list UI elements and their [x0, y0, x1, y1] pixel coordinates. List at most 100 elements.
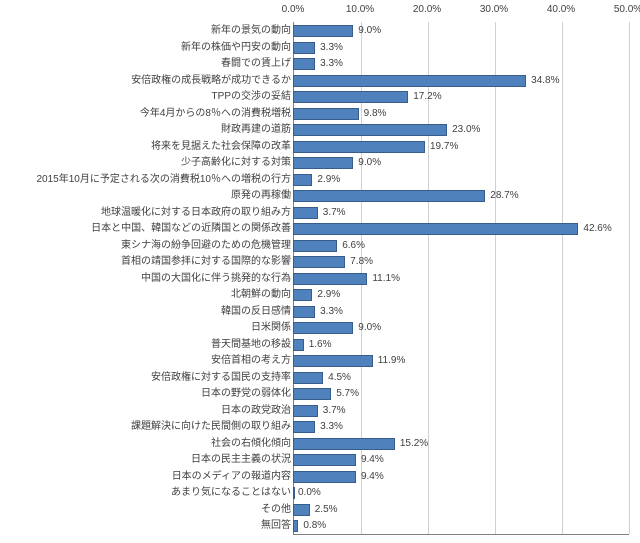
category-label: 日米関係 — [251, 320, 291, 337]
bar — [293, 355, 373, 367]
bar — [293, 322, 353, 334]
value-label: 2.9% — [314, 172, 340, 189]
category-label: 春闘での賃上げ — [221, 56, 291, 73]
bar — [293, 504, 310, 516]
category-label: 普天間基地の移設 — [211, 337, 291, 354]
category-label: 中国の大国化に伴う挑発的な行為 — [141, 271, 291, 288]
value-label: 3.3% — [317, 40, 343, 57]
x-axis-label: 10.0% — [346, 4, 374, 15]
category-label: 課題解決に向けた民間側の取り組み — [131, 419, 291, 436]
value-label: 2.5% — [312, 502, 338, 519]
value-label: 1.6% — [306, 337, 332, 354]
value-label: 0.8% — [300, 518, 326, 535]
bar — [293, 372, 323, 384]
bar — [293, 91, 408, 103]
category-label: 安倍政権の成長戦略が成功できるか — [131, 73, 291, 90]
category-label: 安倍首相の考え方 — [211, 353, 291, 370]
value-label: 2.9% — [314, 287, 340, 304]
x-axis-label: 0.0% — [282, 4, 305, 15]
bar — [293, 75, 526, 87]
category-label: その他 — [261, 502, 291, 519]
bar — [293, 388, 331, 400]
bar — [293, 124, 447, 136]
bar — [293, 306, 315, 318]
bar — [293, 454, 356, 466]
value-label: 17.2% — [410, 89, 441, 106]
bar — [293, 190, 485, 202]
category-label: 日本の野党の弱体化 — [201, 386, 291, 403]
bar — [293, 405, 318, 417]
bar — [293, 108, 359, 120]
value-label: 7.8% — [347, 254, 373, 271]
value-label: 9.4% — [358, 452, 384, 469]
value-label: 42.6% — [580, 221, 611, 238]
category-label: 日本の民主主義の状況 — [191, 452, 291, 469]
value-label: 9.0% — [355, 320, 381, 337]
category-label: 原発の再稼働 — [231, 188, 291, 205]
category-label: 少子高齢化に対する対策 — [181, 155, 291, 172]
category-label: 北朝鮮の動向 — [231, 287, 291, 304]
category-label: 地球温暖化に対する日本政府の取り組み方 — [101, 205, 291, 222]
gridline — [562, 22, 563, 534]
bar — [293, 42, 315, 54]
value-label: 5.7% — [333, 386, 359, 403]
category-label: 新年の景気の動向 — [211, 23, 291, 40]
value-label: 23.0% — [449, 122, 480, 139]
value-label: 9.0% — [355, 23, 381, 40]
value-label: 19.7% — [427, 139, 458, 156]
category-label: あまり気になることはない — [171, 485, 291, 502]
bar — [293, 25, 353, 37]
bar — [293, 223, 578, 235]
x-axis-label: 50.0% — [614, 4, 640, 15]
category-label: 韓国の反日感情 — [221, 304, 291, 321]
value-label: 3.7% — [320, 403, 346, 420]
bar — [293, 174, 312, 186]
bar — [293, 438, 395, 450]
value-label: 3.3% — [317, 419, 343, 436]
value-label: 9.8% — [361, 106, 387, 123]
gridline — [495, 22, 496, 534]
category-label: TPPの交渉の妥結 — [212, 89, 291, 106]
category-label: 首相の靖国参拝に対する国際的な影響 — [121, 254, 291, 271]
category-label: 安倍政権に対する国民の支持率 — [151, 370, 291, 387]
category-label: 東シナ海の紛争回避のための危機管理 — [121, 238, 291, 255]
value-label: 11.9% — [375, 353, 406, 370]
value-label: 34.8% — [528, 73, 559, 90]
value-label: 3.7% — [320, 205, 346, 222]
bar — [293, 157, 353, 169]
value-label: 28.7% — [487, 188, 518, 205]
bar — [293, 240, 337, 252]
value-label: 0.0% — [295, 485, 321, 502]
value-label: 9.4% — [358, 469, 384, 486]
category-label: 日本の政党政治 — [221, 403, 291, 420]
bar — [293, 421, 315, 433]
x-axis-label: 20.0% — [413, 4, 441, 15]
bar — [293, 520, 298, 532]
bar — [293, 289, 312, 301]
category-label: 2015年10月に予定される次の消費税10％への増税の行方 — [37, 172, 292, 189]
category-label: 財政再建の道筋 — [221, 122, 291, 139]
value-label: 9.0% — [355, 155, 381, 172]
x-axis-label: 40.0% — [547, 4, 575, 15]
category-label: 日本と中国、韓国などの近隣国との関係改善 — [91, 221, 291, 238]
value-label: 6.6% — [339, 238, 365, 255]
gridline — [629, 22, 630, 534]
category-label: 日本のメディアの報道内容 — [172, 469, 291, 486]
value-label: 3.3% — [317, 56, 343, 73]
category-label: 今年4月からの8％への消費税増税 — [140, 106, 291, 123]
bar — [293, 273, 367, 285]
category-label: 将来を見据えた社会保障の改革 — [151, 139, 291, 156]
category-label: 新年の株価や円安の動向 — [181, 40, 291, 57]
bar — [293, 58, 315, 70]
value-label: 11.1% — [369, 271, 400, 288]
value-label: 3.3% — [317, 304, 343, 321]
bar — [293, 256, 345, 268]
bar — [293, 339, 304, 351]
category-label: 社会の右傾化傾向 — [211, 436, 291, 453]
bar — [293, 207, 318, 219]
bar — [293, 471, 356, 483]
survey-bar-chart: 0.0% 10.0% 20.0% 30.0% 40.0% 50.0% 新年の景気の動向 9.… — [0, 0, 640, 543]
category-label: 無回答 — [261, 518, 291, 535]
bar — [293, 141, 425, 153]
x-axis-label: 30.0% — [480, 4, 508, 15]
